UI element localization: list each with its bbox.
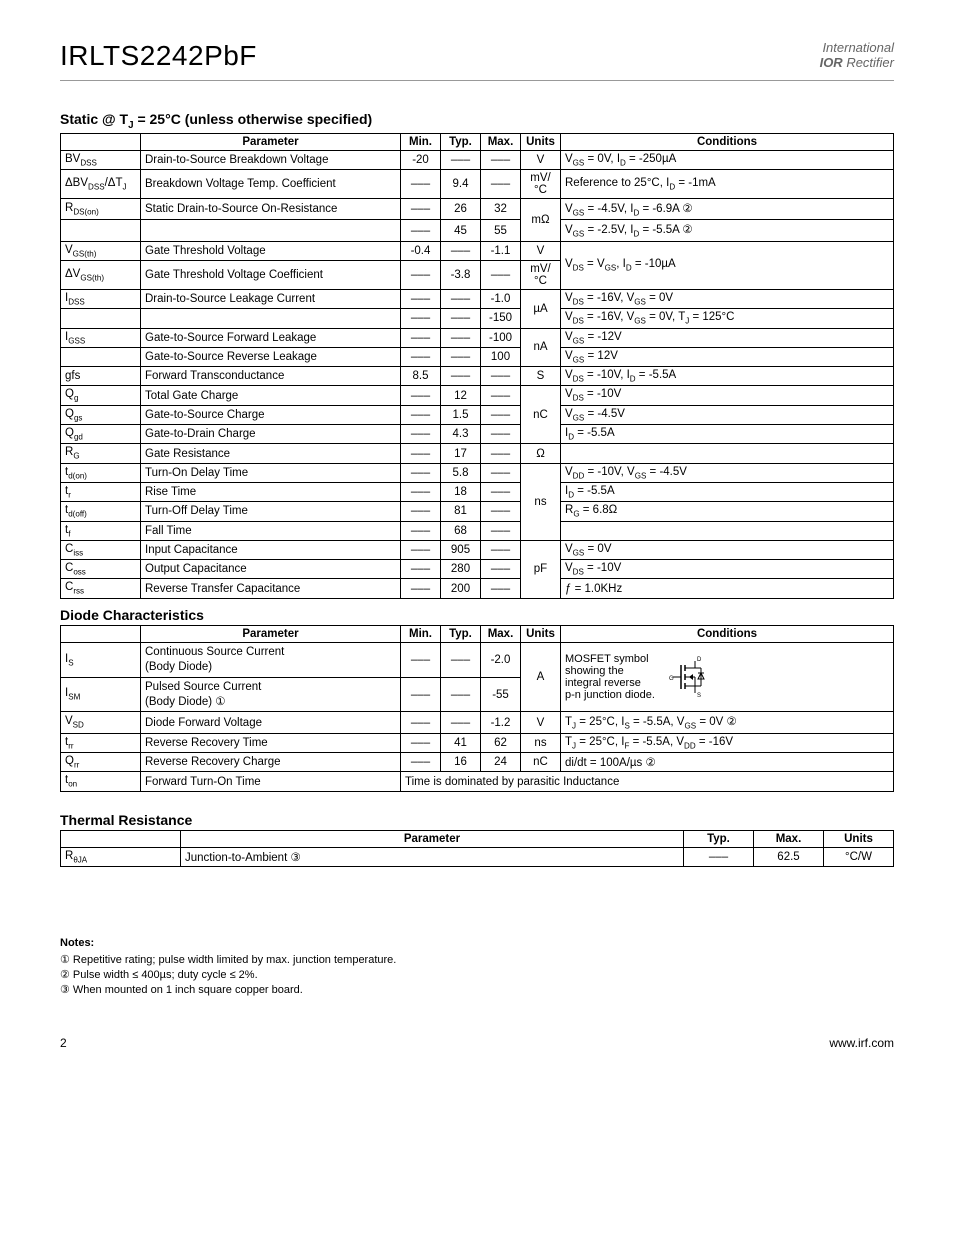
table-row: VSDDiode Forward Voltage––––––-1.2VTJ = … xyxy=(61,712,894,733)
table-row: QgdGate-to-Drain Charge–––4.3–––ID = -5.… xyxy=(61,425,894,444)
svg-text:S: S xyxy=(697,693,701,699)
header: IRLTS2242PbF International IOR Rectifier xyxy=(60,40,894,81)
company-logo: International IOR Rectifier xyxy=(820,40,894,70)
note-1: ① Repetitive rating; pulse width limited… xyxy=(60,953,894,966)
th-min: Min. xyxy=(401,133,441,150)
table-row: CissInput Capacitance–––905–––pFVGS = 0V xyxy=(61,540,894,559)
logo-line2: IOR Rectifier xyxy=(820,55,894,70)
thermal-section-title: Thermal Resistance xyxy=(60,812,894,828)
table-row: CrssReverse Transfer Capacitance–––200––… xyxy=(61,579,894,598)
table-row: VGS(th)Gate Threshold Voltage-0.4–––-1.1… xyxy=(61,241,894,260)
th-units: Units xyxy=(521,133,561,150)
footer-url: www.irf.com xyxy=(829,1036,894,1050)
th-param: Parameter xyxy=(181,830,684,847)
table-row: RGGate Resistance–––17–––Ω xyxy=(61,444,894,463)
note-2: ② Pulse width ≤ 400µs; duty cycle ≤ 2%. xyxy=(60,968,894,981)
th-param: Parameter xyxy=(141,625,401,642)
th-typ: Typ. xyxy=(684,830,754,847)
table-row: –––4555VGS = -2.5V, ID = -5.5A ② xyxy=(61,220,894,241)
table-row: CossOutput Capacitance–––280–––VDS = -10… xyxy=(61,560,894,579)
logo-line1: International xyxy=(820,40,894,55)
table-row: td(on)Turn-On Delay Time–––5.8–––nsVDD =… xyxy=(61,463,894,482)
table-row: ––––––-150VDS = -16V, VGS = 0V, TJ = 125… xyxy=(61,309,894,328)
svg-text:G: G xyxy=(669,676,674,682)
th-param: Parameter xyxy=(141,133,401,150)
th-max: Max. xyxy=(481,133,521,150)
thermal-table: Parameter Typ. Max. Units RθJA Junction-… xyxy=(60,830,894,867)
note-3: ③ When mounted on 1 inch square copper b… xyxy=(60,983,894,996)
table-row: Gate-to-Source Reverse Leakage––––––100V… xyxy=(61,347,894,366)
th-cond: Conditions xyxy=(561,625,894,642)
thermal-row: RθJA Junction-to-Ambient ③ ––– 62.5 °C/W xyxy=(61,847,894,866)
th-units: Units xyxy=(521,625,561,642)
table-row: trRise Time–––18–––ID = -5.5A xyxy=(61,482,894,501)
table-row: ΔBVDSS/ΔTJBreakdown Voltage Temp. Coeffi… xyxy=(61,170,894,199)
notes-section: Notes: ① Repetitive rating; pulse width … xyxy=(60,937,894,996)
table-row: QgTotal Gate Charge–––12–––nCVDS = -10V xyxy=(61,386,894,405)
th-min: Min. xyxy=(401,625,441,642)
diode-section-title: Diode Characteristics xyxy=(60,607,894,623)
static-section-title: Static @ TJ = 25°C (unless otherwise spe… xyxy=(60,111,894,131)
table-row: BVDSSDrain-to-Source Breakdown Voltage-2… xyxy=(61,150,894,169)
static-table: Parameter Min. Typ. Max. Units Condition… xyxy=(60,133,894,599)
th-typ: Typ. xyxy=(441,133,481,150)
table-row: tonForward Turn-On TimeTime is dominated… xyxy=(61,772,894,791)
th-max: Max. xyxy=(754,830,824,847)
table-row: RDS(on)Static Drain-to-Source On-Resista… xyxy=(61,199,894,220)
table-row: QrrReverse Recovery Charge–––1624nCdi/dt… xyxy=(61,753,894,772)
table-row: ISContinuous Source Current(Body Diode)–… xyxy=(61,642,894,677)
part-number: IRLTS2242PbF xyxy=(60,40,257,72)
page-number: 2 xyxy=(60,1036,67,1050)
diode-table: Parameter Min. Typ. Max. Units Condition… xyxy=(60,625,894,792)
table-row: td(off)Turn-Off Delay Time–––81–––RG = 6… xyxy=(61,502,894,521)
table-row: QgsGate-to-Source Charge–––1.5–––VGS = -… xyxy=(61,405,894,424)
table-row: IGSSGate-to-Source Forward Leakage––––––… xyxy=(61,328,894,347)
mosfet-symbol-icon: G D S xyxy=(663,653,711,701)
th-max: Max. xyxy=(481,625,521,642)
th-units: Units xyxy=(824,830,894,847)
table-row: tfFall Time–––68––– xyxy=(61,521,894,540)
table-row: IDSSDrain-to-Source Leakage Current–––––… xyxy=(61,289,894,308)
th-cond: Conditions xyxy=(561,133,894,150)
th-typ: Typ. xyxy=(441,625,481,642)
table-row: trrReverse Recovery Time–––4162nsTJ = 25… xyxy=(61,733,894,752)
footer: 2 www.irf.com xyxy=(60,1036,894,1050)
table-row: gfsForward Transconductance8.5––––––SVDS… xyxy=(61,367,894,386)
svg-text:D: D xyxy=(697,657,702,663)
notes-title: Notes: xyxy=(60,937,894,949)
